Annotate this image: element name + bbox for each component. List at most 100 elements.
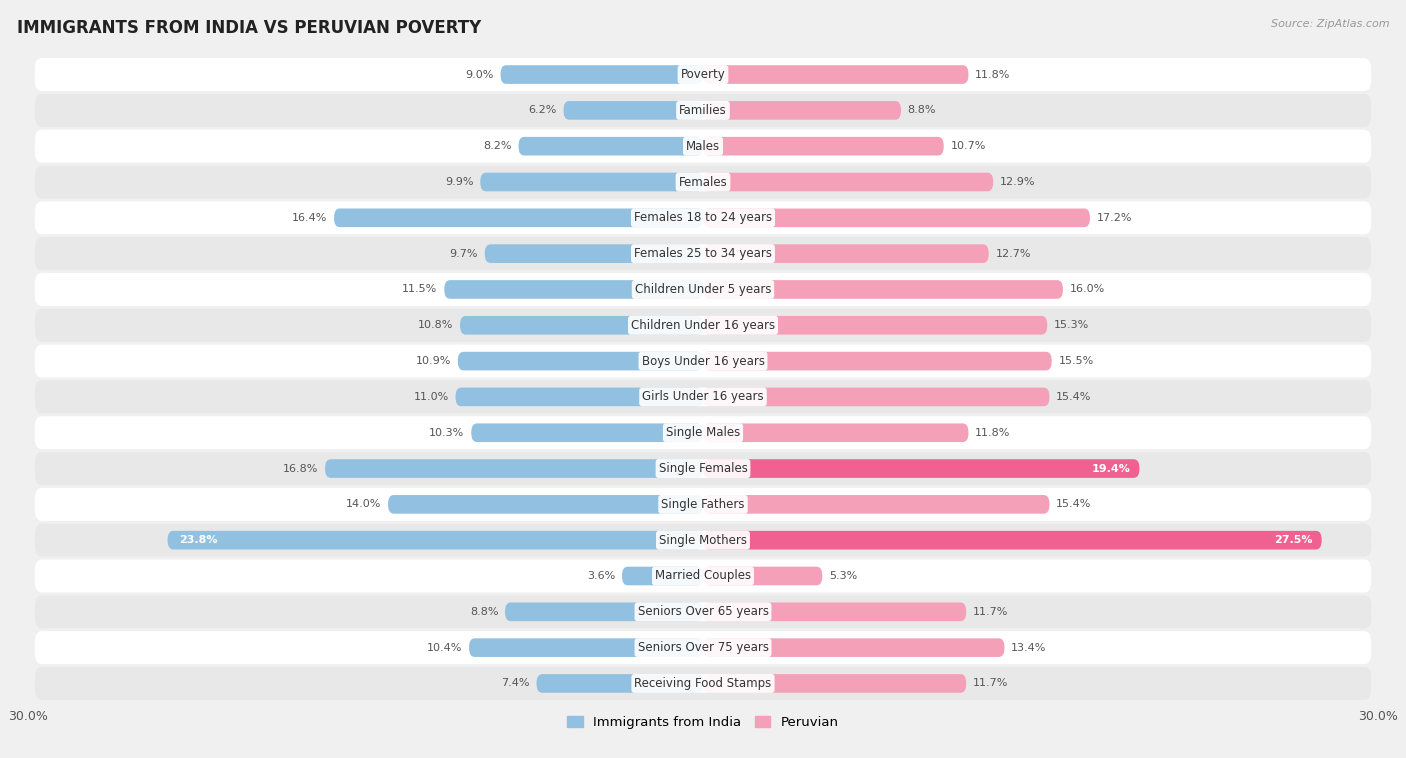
FancyBboxPatch shape <box>35 273 1371 306</box>
Text: 12.9%: 12.9% <box>1000 177 1035 187</box>
FancyBboxPatch shape <box>703 244 988 263</box>
Text: Families: Families <box>679 104 727 117</box>
Text: 9.0%: 9.0% <box>465 70 494 80</box>
Text: Source: ZipAtlas.com: Source: ZipAtlas.com <box>1271 19 1389 29</box>
FancyBboxPatch shape <box>703 137 943 155</box>
FancyBboxPatch shape <box>35 345 1371 377</box>
Text: 10.4%: 10.4% <box>427 643 463 653</box>
FancyBboxPatch shape <box>458 352 703 371</box>
FancyBboxPatch shape <box>505 603 703 621</box>
FancyBboxPatch shape <box>35 309 1371 342</box>
FancyBboxPatch shape <box>703 459 1139 478</box>
Text: IMMIGRANTS FROM INDIA VS PERUVIAN POVERTY: IMMIGRANTS FROM INDIA VS PERUVIAN POVERT… <box>17 19 481 37</box>
FancyBboxPatch shape <box>703 208 1090 227</box>
Text: Females: Females <box>679 176 727 189</box>
Text: 10.8%: 10.8% <box>418 321 453 330</box>
FancyBboxPatch shape <box>703 65 969 84</box>
Text: 11.7%: 11.7% <box>973 678 1008 688</box>
FancyBboxPatch shape <box>35 58 1371 91</box>
FancyBboxPatch shape <box>471 424 703 442</box>
Text: 19.4%: 19.4% <box>1091 464 1130 474</box>
Text: 11.7%: 11.7% <box>973 607 1008 617</box>
FancyBboxPatch shape <box>35 595 1371 628</box>
FancyBboxPatch shape <box>537 674 703 693</box>
Text: 9.7%: 9.7% <box>450 249 478 258</box>
Text: Single Fathers: Single Fathers <box>661 498 745 511</box>
Text: 11.8%: 11.8% <box>976 428 1011 437</box>
Text: 8.8%: 8.8% <box>908 105 936 115</box>
FancyBboxPatch shape <box>703 674 966 693</box>
Text: Males: Males <box>686 139 720 152</box>
FancyBboxPatch shape <box>481 173 703 191</box>
FancyBboxPatch shape <box>35 452 1371 485</box>
Text: 11.0%: 11.0% <box>413 392 449 402</box>
FancyBboxPatch shape <box>460 316 703 334</box>
FancyBboxPatch shape <box>519 137 703 155</box>
FancyBboxPatch shape <box>703 531 1322 550</box>
Text: 23.8%: 23.8% <box>179 535 218 545</box>
FancyBboxPatch shape <box>703 424 969 442</box>
FancyBboxPatch shape <box>621 567 703 585</box>
FancyBboxPatch shape <box>703 387 1049 406</box>
FancyBboxPatch shape <box>388 495 703 514</box>
Text: Children Under 16 years: Children Under 16 years <box>631 319 775 332</box>
FancyBboxPatch shape <box>444 280 703 299</box>
FancyBboxPatch shape <box>703 352 1052 371</box>
Text: Girls Under 16 years: Girls Under 16 years <box>643 390 763 403</box>
FancyBboxPatch shape <box>485 244 703 263</box>
FancyBboxPatch shape <box>564 101 703 120</box>
FancyBboxPatch shape <box>501 65 703 84</box>
Text: 3.6%: 3.6% <box>588 571 616 581</box>
Text: 17.2%: 17.2% <box>1097 213 1132 223</box>
Text: Single Females: Single Females <box>658 462 748 475</box>
Text: Children Under 5 years: Children Under 5 years <box>634 283 772 296</box>
Text: 27.5%: 27.5% <box>1274 535 1313 545</box>
Text: 14.0%: 14.0% <box>346 500 381 509</box>
Text: 9.9%: 9.9% <box>446 177 474 187</box>
Text: Single Males: Single Males <box>666 426 740 439</box>
FancyBboxPatch shape <box>35 488 1371 521</box>
Text: 15.4%: 15.4% <box>1056 500 1091 509</box>
FancyBboxPatch shape <box>35 524 1371 556</box>
Text: Seniors Over 65 years: Seniors Over 65 years <box>637 606 769 619</box>
FancyBboxPatch shape <box>35 381 1371 413</box>
FancyBboxPatch shape <box>35 202 1371 234</box>
Text: 11.5%: 11.5% <box>402 284 437 294</box>
Text: 10.3%: 10.3% <box>429 428 464 437</box>
FancyBboxPatch shape <box>35 559 1371 593</box>
Text: Seniors Over 75 years: Seniors Over 75 years <box>637 641 769 654</box>
Text: Females 25 to 34 years: Females 25 to 34 years <box>634 247 772 260</box>
FancyBboxPatch shape <box>335 208 703 227</box>
Text: 15.3%: 15.3% <box>1054 321 1090 330</box>
Text: 8.8%: 8.8% <box>470 607 498 617</box>
Text: 16.8%: 16.8% <box>283 464 318 474</box>
Text: Married Couples: Married Couples <box>655 569 751 582</box>
Text: 12.7%: 12.7% <box>995 249 1031 258</box>
Text: 16.0%: 16.0% <box>1070 284 1105 294</box>
Text: Receiving Food Stamps: Receiving Food Stamps <box>634 677 772 690</box>
FancyBboxPatch shape <box>167 531 703 550</box>
FancyBboxPatch shape <box>35 416 1371 449</box>
FancyBboxPatch shape <box>470 638 703 657</box>
Legend: Immigrants from India, Peruvian: Immigrants from India, Peruvian <box>561 710 845 735</box>
FancyBboxPatch shape <box>703 173 993 191</box>
FancyBboxPatch shape <box>35 237 1371 270</box>
Text: Boys Under 16 years: Boys Under 16 years <box>641 355 765 368</box>
Text: 5.3%: 5.3% <box>830 571 858 581</box>
FancyBboxPatch shape <box>703 316 1047 334</box>
FancyBboxPatch shape <box>35 130 1371 163</box>
FancyBboxPatch shape <box>703 567 823 585</box>
Text: 8.2%: 8.2% <box>484 141 512 151</box>
Text: 7.4%: 7.4% <box>502 678 530 688</box>
Text: 6.2%: 6.2% <box>529 105 557 115</box>
FancyBboxPatch shape <box>703 280 1063 299</box>
Text: Single Mothers: Single Mothers <box>659 534 747 547</box>
Text: Poverty: Poverty <box>681 68 725 81</box>
Text: 10.7%: 10.7% <box>950 141 986 151</box>
Text: 10.9%: 10.9% <box>416 356 451 366</box>
FancyBboxPatch shape <box>35 667 1371 700</box>
FancyBboxPatch shape <box>703 638 1004 657</box>
FancyBboxPatch shape <box>456 387 703 406</box>
FancyBboxPatch shape <box>35 94 1371 127</box>
FancyBboxPatch shape <box>703 495 1049 514</box>
